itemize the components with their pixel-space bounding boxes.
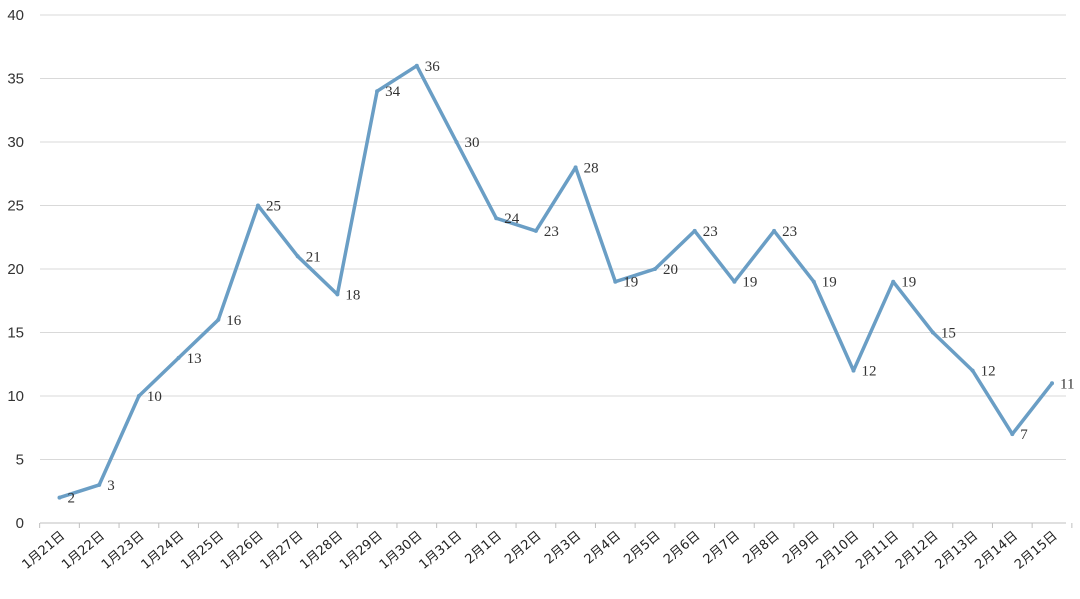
- data-label: 19: [901, 275, 916, 291]
- x-tick-label: 1月27日: [258, 529, 307, 573]
- data-label: 15: [941, 326, 956, 342]
- data-point: [732, 279, 737, 284]
- x-tick-label: 1月25日: [178, 529, 227, 573]
- y-tick-label: 25: [7, 198, 24, 215]
- y-tick-label: 35: [7, 71, 24, 88]
- data-label: 10: [147, 389, 162, 405]
- data-label: 19: [623, 275, 638, 291]
- data-label: 12: [862, 364, 877, 380]
- data-point: [136, 394, 141, 398]
- x-tick-label: 2月13日: [933, 529, 982, 573]
- x-tick-label: 1月26日: [218, 529, 267, 573]
- data-point: [533, 228, 538, 233]
- data-label: 36: [425, 59, 441, 75]
- data-label: 24: [504, 211, 520, 227]
- y-tick-label: 20: [7, 261, 24, 278]
- data-point: [414, 63, 419, 68]
- y-tick-label: 5: [16, 452, 24, 469]
- x-tick-label: 2月14日: [972, 529, 1021, 573]
- x-tick-label: 1月22日: [59, 529, 108, 573]
- x-tick-label: 2月11日: [853, 529, 902, 573]
- data-label: 11: [1060, 376, 1074, 392]
- data-point: [1010, 432, 1015, 437]
- data-point: [256, 203, 260, 208]
- data-label: 19: [822, 275, 837, 291]
- y-tick-label: 0: [16, 515, 24, 532]
- data-point: [613, 279, 618, 284]
- x-tick-label: 2月15日: [1012, 529, 1061, 573]
- data-label: 23: [703, 224, 718, 240]
- data-point: [851, 368, 856, 373]
- x-tick-label: 2月2日: [502, 529, 544, 568]
- data-label: 23: [782, 224, 797, 240]
- data-point: [573, 165, 578, 170]
- data-point: [653, 267, 657, 271]
- data-point: [454, 140, 459, 144]
- y-tick-label: 10: [7, 388, 24, 405]
- data-point: [891, 279, 896, 284]
- data-label: 30: [465, 135, 480, 151]
- y-axis: 0 5 10 15 20 25 30 35 40: [7, 7, 24, 532]
- data-label: 7: [1020, 427, 1028, 443]
- x-tick-label: 2月5日: [621, 529, 663, 568]
- data-point: [176, 355, 181, 360]
- data-point: [970, 368, 975, 373]
- x-tick-label: 2月10日: [813, 529, 862, 573]
- x-tick-label: 2月1日: [463, 529, 505, 568]
- data-label: 21: [306, 249, 321, 265]
- data-point: [335, 292, 340, 297]
- data-label: 34: [385, 84, 401, 100]
- data-point: [772, 228, 777, 233]
- data-point: [930, 330, 935, 335]
- series-line: [57, 64, 1054, 500]
- data-label: 25: [266, 199, 281, 215]
- data-point: [295, 254, 300, 259]
- data-label: 18: [345, 287, 360, 303]
- x-tick-label: 2月8日: [740, 529, 782, 568]
- x-tick-label: 2月4日: [582, 529, 624, 568]
- x-tick-label: 1月24日: [139, 529, 188, 573]
- y-tick-label: 30: [7, 134, 24, 151]
- x-axis: 1月21日1月22日1月23日1月24日1月25日1月26日1月27日1月28日…: [19, 522, 1073, 573]
- x-tick-label: 2月7日: [701, 529, 743, 568]
- data-label: 23: [544, 224, 559, 240]
- x-tick-label: 1月28日: [297, 529, 346, 573]
- x-tick-label: 1月30日: [377, 529, 426, 573]
- x-tick-label: 1月31日: [416, 529, 465, 573]
- data-point: [216, 317, 221, 322]
- y-tick-label: 40: [7, 7, 24, 24]
- data-label: 28: [584, 160, 599, 176]
- data-point: [57, 495, 62, 500]
- data-label: 19: [742, 275, 757, 291]
- data-label: 3: [107, 478, 115, 494]
- data-labels: 2310131625211834363024232819202319231912…: [68, 59, 1075, 507]
- data-point: [692, 228, 697, 233]
- x-tick-label: 1月29日: [337, 529, 386, 573]
- data-label: 20: [663, 262, 678, 278]
- data-point: [494, 216, 499, 221]
- x-tick-label: 2月3日: [542, 529, 584, 568]
- y-tick-label: 15: [7, 325, 24, 342]
- series-group: [57, 63, 1054, 500]
- x-tick-label: 1月23日: [99, 529, 148, 573]
- x-tick-label: 2月6日: [661, 529, 703, 568]
- data-label: 2: [68, 491, 76, 507]
- data-point: [811, 279, 816, 284]
- x-tick-label: 1月21日: [19, 529, 68, 573]
- data-label: 12: [981, 364, 996, 380]
- data-point: [97, 482, 102, 487]
- data-label: 16: [226, 313, 242, 329]
- data-point: [1050, 381, 1054, 386]
- x-tick-label: 2月12日: [893, 529, 942, 573]
- data-label: 13: [187, 351, 202, 367]
- data-point: [375, 89, 380, 94]
